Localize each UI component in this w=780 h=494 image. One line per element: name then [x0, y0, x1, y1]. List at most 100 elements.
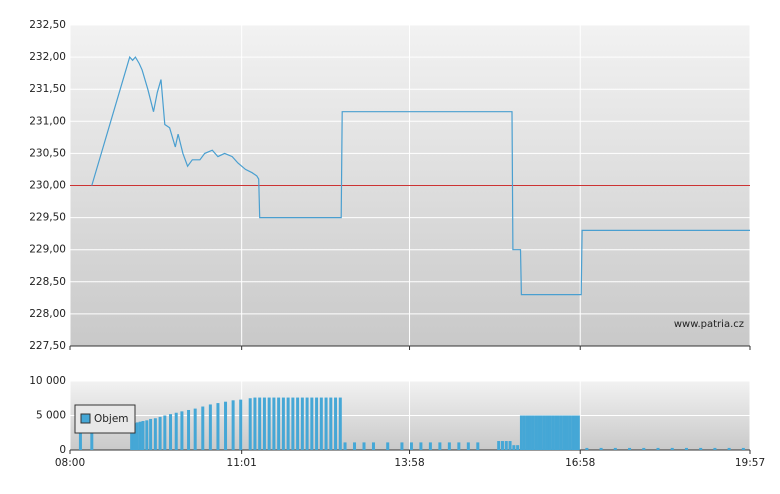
volume-bar [409, 442, 413, 450]
x-tick-label: 08:00 [55, 457, 85, 469]
volume-bar [573, 415, 577, 450]
volume-bar [528, 415, 532, 450]
volume-bar [169, 414, 173, 450]
volume-bar [428, 442, 432, 450]
legend: Objem [74, 404, 136, 434]
volume-bar [180, 411, 184, 450]
volume-bar [741, 447, 745, 450]
volume-bar [466, 442, 470, 450]
y-tick-label: 231,00 [29, 115, 66, 127]
x-tick-label: 13:58 [394, 457, 424, 469]
volume-bar [300, 397, 304, 450]
volume-bar [187, 409, 191, 450]
volume-bar [174, 412, 178, 450]
y-tick-label: 228,00 [29, 308, 66, 320]
volume-bar [248, 398, 252, 450]
volume-bar [548, 415, 552, 450]
y-tick-label: 228,50 [29, 276, 66, 288]
volume-bar [90, 429, 94, 450]
volume-bar [568, 415, 572, 450]
volume-bar [534, 415, 538, 450]
volume-bar [334, 397, 338, 450]
volume-bar [562, 415, 566, 450]
volume-bar [329, 397, 333, 450]
price-line [91, 55, 750, 296]
volume-bar [153, 418, 157, 450]
volume-bar [296, 397, 300, 450]
volume-bar [386, 442, 390, 450]
volume-bar [438, 442, 442, 450]
volume-bar [141, 421, 145, 450]
y-tick-label: 227,50 [29, 340, 66, 352]
y-tick-label: 232,00 [29, 51, 66, 63]
volume-bar [149, 418, 153, 450]
y-tick-label: 5 000 [36, 410, 66, 422]
volume-bar [500, 441, 504, 450]
volume-bar [258, 397, 262, 450]
volume-bar [599, 447, 603, 450]
volume-bar [353, 442, 357, 450]
y-tick-label: 230,50 [29, 147, 66, 159]
y-tick-label: 229,50 [29, 212, 66, 224]
volume-bar [727, 447, 731, 450]
volume-bar [291, 397, 295, 450]
volume-bar [130, 423, 134, 450]
volume-bar [319, 397, 323, 450]
y-tick-label: 231,50 [29, 83, 66, 95]
volume-bar [556, 415, 560, 450]
volume-bar [531, 415, 535, 450]
volume-bar [338, 397, 342, 450]
volume-bar [508, 441, 512, 450]
y-tick-label: 10 000 [29, 375, 66, 387]
volume-bar [512, 445, 516, 450]
volume-bar [158, 416, 162, 450]
volume-bar [145, 420, 149, 450]
volume-bar [713, 447, 717, 450]
volume-bar [362, 442, 366, 450]
volume-bar [542, 415, 546, 450]
x-tick-label: 11:01 [227, 457, 257, 469]
volume-bar [419, 442, 423, 450]
volume-bar [519, 415, 523, 450]
volume-bar [315, 397, 319, 450]
volume-bar [163, 415, 167, 450]
volume-bar [537, 415, 541, 450]
volume-bar [585, 447, 589, 450]
volume-bar [670, 447, 674, 450]
volume-bar [684, 447, 688, 450]
volume-bar [565, 415, 569, 450]
y-tick-label: 229,00 [29, 244, 66, 256]
layer: 227,50 228,00 228,50 229,00 229,50 230,00 230,… [29, 19, 765, 469]
volume-bar [476, 442, 480, 450]
volume-bar [305, 397, 309, 450]
volume-bar [343, 442, 347, 450]
y-tick-label: 232,50 [29, 19, 66, 31]
volume-bar [239, 399, 243, 450]
volume-bar [272, 397, 276, 450]
volume-bar [281, 397, 285, 450]
volume-bar [231, 400, 235, 450]
volume-bar [286, 397, 290, 450]
volume-bar [324, 397, 328, 450]
watermark: www.patria.cz [674, 319, 744, 330]
volume-bar [138, 421, 142, 450]
volume-bar [539, 415, 543, 450]
volume-bar [628, 447, 632, 450]
y-tick-label: 230,00 [29, 180, 66, 192]
legend-swatch [80, 413, 91, 424]
x-tick-label: 19:57 [735, 457, 765, 469]
volume-bar [699, 447, 703, 450]
volume-bar [253, 397, 257, 450]
volume-bar [551, 415, 555, 450]
volume-bar [656, 447, 660, 450]
volume-bar [559, 415, 563, 450]
volume-bar [613, 447, 617, 450]
volume-bar [132, 423, 136, 450]
volume-bar [497, 441, 501, 450]
volume-bar [516, 445, 520, 450]
y-tick-label: 0 [59, 444, 66, 456]
legend-label: Objem [94, 413, 129, 425]
volume-bar [277, 397, 281, 450]
volume-bar [78, 429, 82, 450]
